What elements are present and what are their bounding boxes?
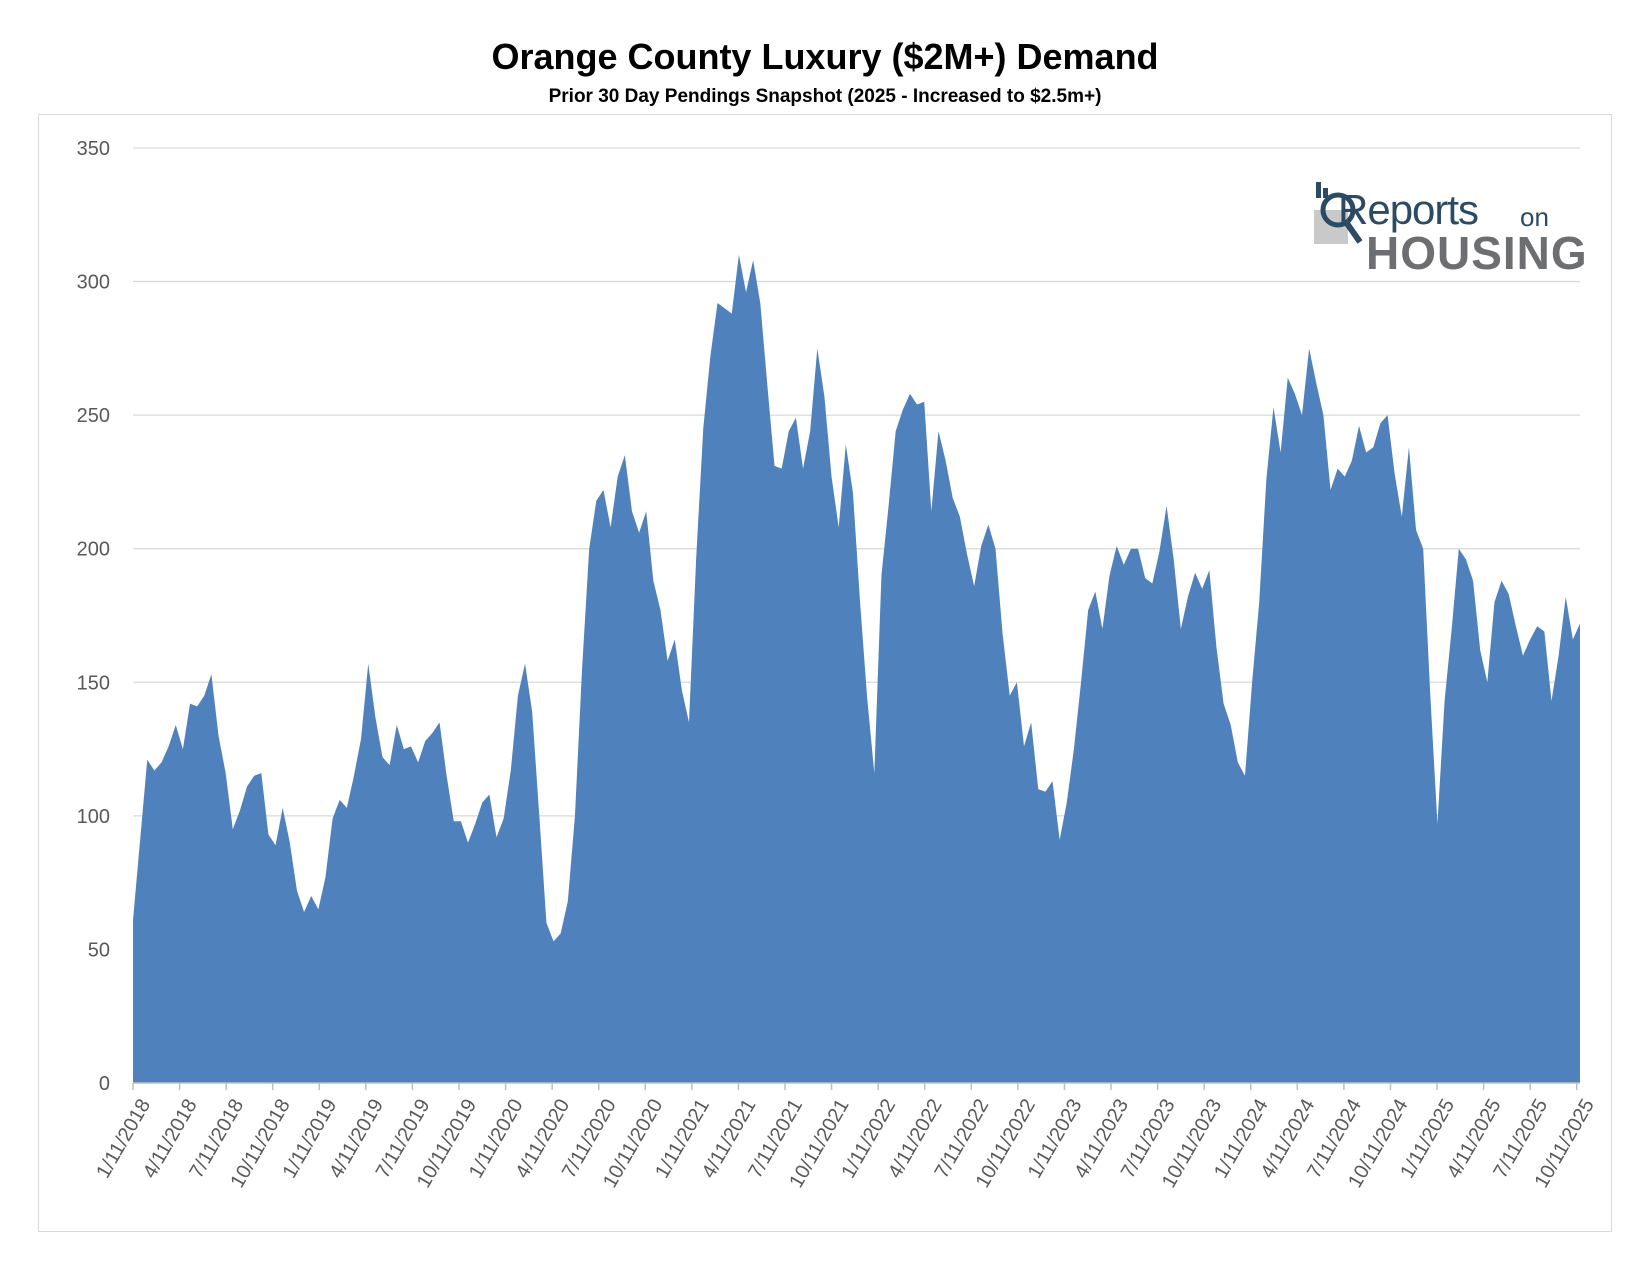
area-fill: [133, 254, 1580, 1084]
logo-text-on: on: [1520, 202, 1549, 232]
y-tick-label: 250: [77, 405, 110, 427]
chart-subtitle: Prior 30 Day Pendings Snapshot (2025 - I…: [548, 86, 1102, 107]
reports-on-housing-logo: Reports on HOUSING: [1308, 180, 1588, 280]
x-axis: [132, 1082, 1580, 1090]
plot-frame: [38, 114, 1612, 1232]
y-tick-label: 50: [88, 939, 110, 961]
y-tick-label: 100: [77, 806, 110, 828]
y-tick-label: 200: [77, 539, 110, 561]
logo-text-housing: HOUSING: [1366, 227, 1588, 279]
y-tick-label: 300: [77, 272, 110, 294]
area-series: [133, 254, 1580, 1084]
y-tick-label: 0: [99, 1073, 110, 1095]
logo-text-reports: Reports: [1338, 186, 1479, 233]
chart-title: Orange County Luxury ($2M+) Demand: [491, 36, 1159, 77]
y-tick-label: 350: [77, 138, 110, 160]
y-axis-tick-labels: 0 50 100 150 200 250 300 350: [77, 138, 110, 1095]
y-tick-label: 150: [77, 672, 110, 694]
x-axis-tick-labels: 1/11/20184/11/20187/11/201810/11/20181/1…: [92, 1095, 1599, 1191]
logo-magnifier-icon: [1314, 182, 1363, 244]
